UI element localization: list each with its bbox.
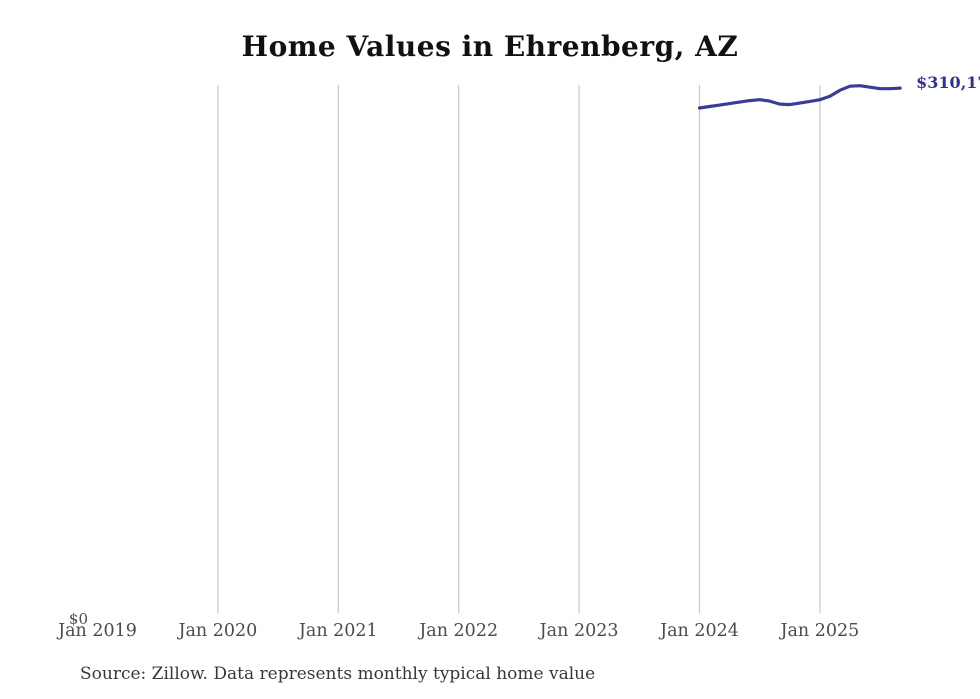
source-note: Source: Zillow. Data represents monthly … xyxy=(80,664,596,684)
latest-value-label: $310,17 xyxy=(916,73,980,93)
home-value-line xyxy=(697,84,902,110)
x-tick-label: Jan 2024 xyxy=(660,621,739,641)
x-tick-label: Jan 2025 xyxy=(780,621,860,641)
x-tick-label: Jan 2023 xyxy=(539,621,619,641)
x-tick-label: Jan 2020 xyxy=(178,621,258,641)
x-tick-label: Jan 2021 xyxy=(298,621,378,641)
chart-title: Home Values in Ehrenberg, AZ xyxy=(241,30,739,63)
gridlines xyxy=(217,85,821,613)
y-axis-zero-label: $0 xyxy=(68,610,88,628)
x-tick-label: Jan 2022 xyxy=(419,621,499,641)
x-tick-label: Jan 2019 xyxy=(58,621,137,641)
